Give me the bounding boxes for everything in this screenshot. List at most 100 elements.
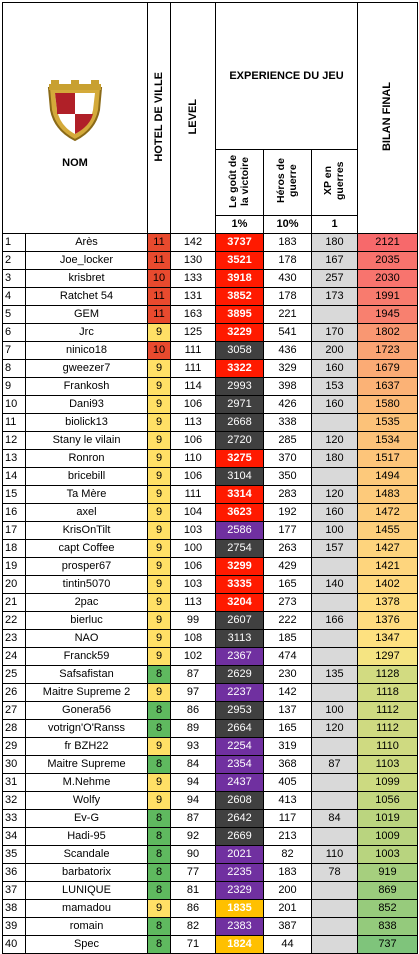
- heros-cell: 398: [263, 377, 312, 396]
- xp-cell: [311, 791, 358, 810]
- rank-cell: 8: [2, 359, 26, 378]
- level-cell: 133: [170, 269, 216, 288]
- heros-cell: 178: [263, 251, 312, 270]
- hotel-cell: 11: [147, 287, 171, 306]
- hotel-cell: 8: [147, 917, 171, 936]
- hotel-cell: 10: [147, 341, 171, 360]
- xp-cell: 100: [311, 521, 358, 540]
- xp-cell: 87: [311, 755, 358, 774]
- bilan-cell: 852: [357, 899, 418, 918]
- table-row: 1 Arès 11 142 3737 183 180 2121: [2, 233, 418, 252]
- player-name-cell: Maitre Supreme 2: [25, 683, 148, 702]
- bilan-cell: 1472: [357, 503, 418, 522]
- heros-cell: 165: [263, 575, 312, 594]
- level-cell: 106: [170, 557, 216, 576]
- player-name-cell: Ratchet 54: [25, 287, 148, 306]
- bilan-cell: 1297: [357, 647, 418, 666]
- player-name-cell: romain: [25, 917, 148, 936]
- player-name-cell: Wolfy: [25, 791, 148, 810]
- player-name-cell: 2pac: [25, 593, 148, 612]
- xp-cell: 167: [311, 251, 358, 270]
- xp-cell: [311, 305, 358, 324]
- heros-cell: 405: [263, 773, 312, 792]
- heros-cell: 541: [263, 323, 312, 342]
- hotel-cell: 8: [147, 881, 171, 900]
- level-cell: 111: [170, 485, 216, 504]
- level-cell: 104: [170, 503, 216, 522]
- xp-cell: 78: [311, 863, 358, 882]
- bilan-cell: 1945: [357, 305, 418, 324]
- gout-cell: 2608: [215, 791, 264, 810]
- heros-cell: 387: [263, 917, 312, 936]
- xp-cell: [311, 557, 358, 576]
- gout-cell: 3895: [215, 305, 264, 324]
- hotel-cell: 8: [147, 701, 171, 720]
- gout-cell: 3737: [215, 233, 264, 252]
- hotel-cell: 9: [147, 593, 171, 612]
- heros-header-cell: Héros de guerre: [263, 149, 312, 216]
- hotel-cell: 9: [147, 557, 171, 576]
- gout-cell: 2437: [215, 773, 264, 792]
- bilan-cell: 1376: [357, 611, 418, 630]
- player-name-cell: M.Nehme: [25, 773, 148, 792]
- rank-cell: 1: [2, 233, 26, 252]
- level-cell: 142: [170, 233, 216, 252]
- nom-header: NOM: [62, 156, 88, 169]
- gout-cell: 2642: [215, 809, 264, 828]
- table-row: 33 Ev-G 8 87 2642 117 84 1019: [2, 809, 418, 828]
- table-row: 28 votrign'O'Ranss 8 89 2664 165 120 1112: [2, 719, 418, 738]
- player-name-cell: capt Coffee: [25, 539, 148, 558]
- heros-cell: 370: [263, 449, 312, 468]
- gout-cell: 3918: [215, 269, 264, 288]
- level-cell: 94: [170, 773, 216, 792]
- table-row: 36 barbatorix 8 77 2235 183 78 919: [2, 863, 418, 882]
- table-row: 2 Joe_locker 11 130 3521 178 167 2035: [2, 251, 418, 270]
- bilan-cell: 1483: [357, 485, 418, 504]
- heros-cell: 368: [263, 755, 312, 774]
- bilan-cell: 2035: [357, 251, 418, 270]
- level-cell: 111: [170, 341, 216, 360]
- table-row: 3 krisbret 10 133 3918 430 257 2030: [2, 269, 418, 288]
- rank-cell: 23: [2, 629, 26, 648]
- hotel-header: HOTEL DE VILLE: [152, 71, 165, 162]
- hotel-cell: 9: [147, 359, 171, 378]
- bilan-cell: 1003: [357, 845, 418, 864]
- bilan-cell: 1637: [357, 377, 418, 396]
- gout-cell: 3314: [215, 485, 264, 504]
- player-name-cell: Joe_locker: [25, 251, 148, 270]
- rank-cell: 11: [2, 413, 26, 432]
- hotel-cell: 8: [147, 665, 171, 684]
- xp-cell: [311, 413, 358, 432]
- player-name-cell: Franck59: [25, 647, 148, 666]
- bilan-cell: 1679: [357, 359, 418, 378]
- xp-cell: 166: [311, 611, 358, 630]
- player-name-cell: bierluc: [25, 611, 148, 630]
- rank-cell: 37: [2, 881, 26, 900]
- table-row: 26 Maitre Supreme 2 9 97 2237 142 1118: [2, 683, 418, 702]
- level-cell: 130: [170, 251, 216, 270]
- heros-cell: 413: [263, 791, 312, 810]
- table-row: 35 Scandale 8 90 2021 82 110 1003: [2, 845, 418, 864]
- rank-cell: 17: [2, 521, 26, 540]
- hotel-cell: 9: [147, 323, 171, 342]
- gout-cell: 2668: [215, 413, 264, 432]
- heros-cell: 285: [263, 431, 312, 450]
- level-cell: 106: [170, 431, 216, 450]
- level-cell: 97: [170, 683, 216, 702]
- hotel-cell: 8: [147, 827, 171, 846]
- player-name-cell: Maitre Supreme: [25, 755, 148, 774]
- bilan-cell: 1112: [357, 701, 418, 720]
- level-cell: 92: [170, 827, 216, 846]
- level-cell: 77: [170, 863, 216, 882]
- bilan-cell: 1580: [357, 395, 418, 414]
- heros-cell: 338: [263, 413, 312, 432]
- table-row: 34 Hadi-95 8 92 2669 213 1009: [2, 827, 418, 846]
- player-name-cell: bricebill: [25, 467, 148, 486]
- rank-cell: 13: [2, 449, 26, 468]
- bilan-cell: 1110: [357, 737, 418, 756]
- level-cell: 110: [170, 449, 216, 468]
- xp-cell: 180: [311, 449, 358, 468]
- rank-cell: 26: [2, 683, 26, 702]
- rank-cell: 33: [2, 809, 26, 828]
